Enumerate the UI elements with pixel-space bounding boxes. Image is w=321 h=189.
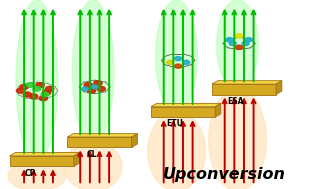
Text: ETU: ETU	[167, 119, 183, 129]
Circle shape	[82, 87, 88, 91]
Ellipse shape	[148, 112, 205, 189]
Text: ESA: ESA	[228, 97, 244, 106]
Circle shape	[27, 83, 34, 87]
Circle shape	[242, 41, 249, 46]
Circle shape	[94, 81, 102, 86]
Circle shape	[229, 41, 236, 46]
Circle shape	[236, 34, 243, 38]
Polygon shape	[67, 137, 132, 147]
Polygon shape	[276, 81, 282, 94]
Circle shape	[20, 84, 28, 89]
Polygon shape	[151, 107, 215, 117]
Circle shape	[46, 86, 54, 91]
Polygon shape	[212, 84, 276, 94]
Ellipse shape	[16, 0, 58, 162]
Circle shape	[17, 88, 25, 93]
Circle shape	[42, 90, 51, 95]
Circle shape	[175, 57, 182, 61]
Circle shape	[183, 60, 190, 64]
Circle shape	[23, 92, 31, 97]
Circle shape	[84, 83, 92, 88]
Polygon shape	[132, 134, 137, 147]
Text: CP: CP	[25, 169, 36, 178]
Circle shape	[41, 92, 49, 97]
Text: CL: CL	[86, 150, 97, 159]
Circle shape	[97, 86, 105, 91]
Polygon shape	[10, 156, 74, 166]
Polygon shape	[74, 153, 80, 166]
Circle shape	[245, 38, 252, 42]
Polygon shape	[10, 153, 80, 156]
Circle shape	[226, 38, 233, 42]
Ellipse shape	[64, 142, 122, 189]
Circle shape	[36, 83, 44, 88]
Text: Upconversion: Upconversion	[163, 167, 286, 182]
Ellipse shape	[217, 0, 258, 90]
Circle shape	[175, 64, 182, 68]
Ellipse shape	[209, 89, 266, 189]
Ellipse shape	[156, 0, 197, 112]
Ellipse shape	[72, 0, 114, 143]
Circle shape	[39, 96, 48, 101]
Polygon shape	[212, 81, 282, 84]
Circle shape	[167, 60, 174, 64]
Circle shape	[87, 88, 96, 93]
Polygon shape	[151, 103, 221, 107]
Circle shape	[30, 94, 38, 99]
Circle shape	[236, 45, 243, 49]
Circle shape	[33, 87, 41, 91]
Ellipse shape	[8, 161, 66, 189]
Polygon shape	[215, 103, 221, 117]
Polygon shape	[67, 134, 137, 137]
Circle shape	[91, 85, 98, 89]
